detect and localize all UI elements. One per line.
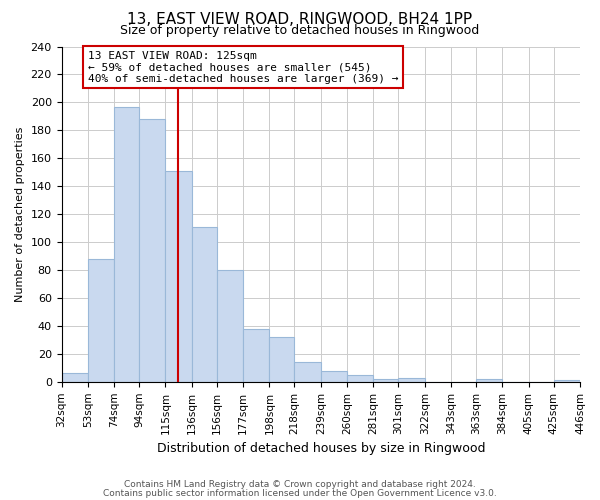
Text: Size of property relative to detached houses in Ringwood: Size of property relative to detached ho… (121, 24, 479, 37)
Y-axis label: Number of detached properties: Number of detached properties (15, 126, 25, 302)
Bar (554, 380, 580, 382)
Bar (373, 379, 398, 382)
Bar (217, 270, 243, 382)
Bar (269, 337, 295, 382)
Bar (192, 226, 217, 382)
Bar (166, 171, 192, 382)
X-axis label: Distribution of detached houses by size in Ringwood: Distribution of detached houses by size … (157, 442, 485, 455)
Text: 13, EAST VIEW ROAD, RINGWOOD, BH24 1PP: 13, EAST VIEW ROAD, RINGWOOD, BH24 1PP (127, 12, 473, 28)
Bar (321, 370, 347, 382)
Bar (347, 375, 373, 382)
Bar (243, 328, 269, 382)
Bar (295, 362, 321, 382)
Bar (114, 106, 139, 382)
Bar (88, 259, 114, 382)
Bar (398, 378, 425, 382)
Bar (62, 374, 88, 382)
Bar (139, 119, 166, 382)
Text: Contains public sector information licensed under the Open Government Licence v3: Contains public sector information licen… (103, 488, 497, 498)
Text: Contains HM Land Registry data © Crown copyright and database right 2024.: Contains HM Land Registry data © Crown c… (124, 480, 476, 489)
Text: 13 EAST VIEW ROAD: 125sqm
← 59% of detached houses are smaller (545)
40% of semi: 13 EAST VIEW ROAD: 125sqm ← 59% of detac… (88, 50, 398, 84)
Bar (476, 379, 502, 382)
